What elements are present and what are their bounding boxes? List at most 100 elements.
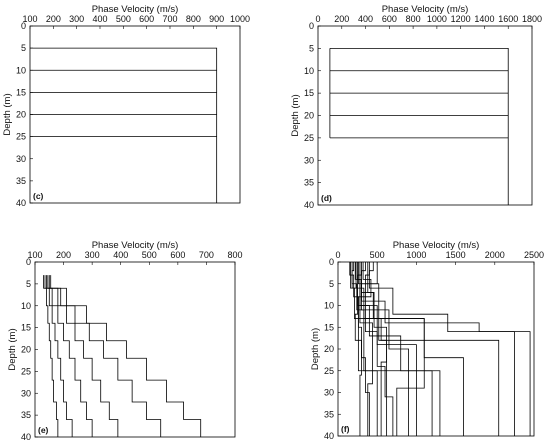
x-tick-label: 400 [358,14,373,24]
profile-line-3 [46,275,93,437]
x-tick-label: 500 [116,14,131,24]
y-tick-label: 20 [21,345,31,355]
y-tick-label: 10 [16,65,26,75]
x-tick-label: 2500 [524,250,544,260]
y-tick-label: 25 [324,366,334,376]
y-tick-label: 15 [304,88,314,98]
y-tick-label: 40 [21,432,31,442]
x-tick-label: 600 [170,250,185,260]
profile-line-1 [43,275,59,437]
y-tick-label: 40 [304,200,314,210]
x-axis-label: Phase Velocity (m/s) [393,240,480,251]
panel-label: (f) [341,424,350,434]
x-tick-label: 1000 [427,14,447,24]
y-axis-label: Depth (m) [2,93,13,135]
x-tick-label: 0 [335,250,340,260]
x-tick-label: 1400 [474,14,494,24]
x-tick-label: 400 [92,14,107,24]
profile-line-2 [44,275,73,437]
x-tick-label: 1600 [498,14,518,24]
y-tick-label: 20 [324,344,334,354]
panel-f: 0 500 1000 1500 2000 2500 0 5 10 15 20 25 30 35 40 Phas… [310,240,544,441]
y-tick-label: 30 [21,388,31,398]
profile-line-6 [50,275,202,437]
x-tick-label: 900 [209,14,224,24]
profile-line-16 [357,262,388,436]
panel-label: (d) [321,193,332,203]
y-axis-label: Depth (m) [310,328,321,370]
x-tick-label: 200 [56,250,71,260]
x-tick-label: 800 [227,250,242,260]
x-tick-label: 800 [406,14,421,24]
profile-line-2 [329,47,509,205]
panel-c: 100 200 300 400 500 600 700 800 900 1000 0 5 10 15 20 2… [2,4,250,208]
x-tick-label: 0 [315,14,320,24]
y-tick-label: 5 [26,279,31,289]
y-tick-label: 15 [16,87,26,97]
x-tick-label: 1500 [446,250,466,260]
profile-line-1 [349,262,370,436]
profile-line-7 [368,262,531,436]
y-axis-label: Depth (m) [7,328,18,370]
y-tick-label: 25 [304,133,314,143]
x-tick-label: 600 [139,14,154,24]
y-tick-label: 20 [16,110,26,120]
y-tick-label: 25 [16,132,26,142]
y-tick-label: 40 [324,431,334,441]
y-tick-label: 10 [324,301,334,311]
x-tick-label: 700 [162,14,177,24]
y-tick-label: 35 [324,409,334,419]
y-tick-label: 30 [16,154,26,164]
y-tick-label: 0 [309,21,314,31]
y-tick-label: 5 [21,43,26,53]
x-axis-label: Phase Velocity (m/s) [382,4,469,15]
x-tick-label: 100 [27,250,42,260]
y-tick-label: 0 [329,257,334,267]
y-tick-label: 30 [324,388,334,398]
panel-label: (e) [38,425,49,435]
y-tick-label: 35 [21,410,31,420]
x-tick-label: 1000 [230,14,250,24]
y-tick-label: 5 [309,43,314,53]
y-tick-label: 40 [16,198,26,208]
y-tick-label: 15 [21,323,31,333]
x-tick-label: 300 [69,14,84,24]
y-tick-label: 10 [21,301,31,311]
y-tick-label: 35 [304,178,314,188]
y-axis-label: Depth (m) [290,94,301,136]
profile-line-13 [355,262,373,436]
y-tick-label: 35 [16,176,26,186]
panel-d: 0 200 400 600 800 1000 1200 1400 1600 1800 0 5 10 15 2… [290,4,542,210]
x-tick-label: 1200 [451,14,471,24]
profile-line-15 [350,262,425,436]
x-tick-label: 200 [334,14,349,24]
x-tick-label: 100 [22,14,37,24]
y-tick-label: 10 [304,66,314,76]
y-tick-label: 30 [304,155,314,165]
panel-e: 100 200 300 400 500 600 700 800 0 5 10 15 20 25 30 35 40… [7,240,243,442]
x-tick-label: 300 [85,250,100,260]
y-tick-label: 5 [329,279,334,289]
y-tick-label: 25 [21,366,31,376]
x-tick-label: 500 [142,250,157,260]
y-tick-label: 0 [21,21,26,31]
x-tick-label: 600 [382,14,397,24]
profile-line-1 [30,47,218,203]
x-tick-label: 2000 [485,250,505,260]
panel-label: (c) [33,191,44,201]
x-tick-label: 200 [46,14,61,24]
x-axis-label: Phase Velocity (m/s) [92,4,179,15]
x-tick-label: 1800 [522,14,542,24]
x-axis-label: Phase Velocity (m/s) [92,240,179,251]
profile-line-14 [367,262,388,436]
profile-line-4 [47,275,119,437]
y-tick-label: 0 [26,257,31,267]
x-tick-label: 500 [370,250,385,260]
x-tick-label: 400 [113,250,128,260]
x-tick-label: 1000 [406,250,426,260]
y-tick-label: 20 [304,111,314,121]
profile-line-5 [48,275,162,437]
y-tick-label: 15 [324,322,334,332]
x-tick-label: 700 [199,250,214,260]
